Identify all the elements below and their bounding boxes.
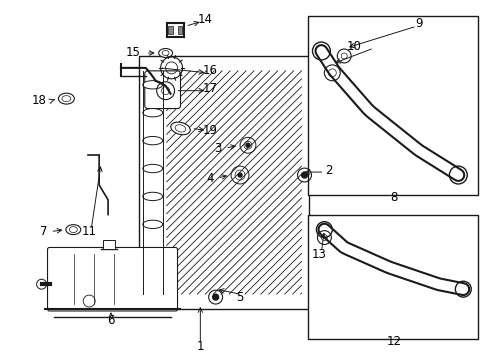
Bar xyxy=(307,16,477,195)
Text: 14: 14 xyxy=(198,13,212,26)
Ellipse shape xyxy=(142,276,163,284)
FancyBboxPatch shape xyxy=(47,247,177,311)
FancyBboxPatch shape xyxy=(144,71,180,109)
Ellipse shape xyxy=(170,122,190,135)
Text: 5: 5 xyxy=(236,291,243,303)
Circle shape xyxy=(212,294,218,300)
Ellipse shape xyxy=(59,93,74,104)
Text: 6: 6 xyxy=(107,314,115,327)
Text: 3: 3 xyxy=(214,142,222,155)
Ellipse shape xyxy=(142,248,163,256)
Bar xyxy=(177,26,182,34)
Ellipse shape xyxy=(162,50,169,55)
Ellipse shape xyxy=(175,125,185,132)
Text: 7: 7 xyxy=(40,225,47,238)
Circle shape xyxy=(301,172,307,178)
Text: 4: 4 xyxy=(206,171,214,185)
Ellipse shape xyxy=(142,165,163,173)
Ellipse shape xyxy=(158,49,172,58)
Text: 18: 18 xyxy=(32,94,47,107)
Ellipse shape xyxy=(69,227,77,233)
Ellipse shape xyxy=(142,192,163,201)
Text: 19: 19 xyxy=(203,124,217,137)
Text: 13: 13 xyxy=(311,248,326,261)
Text: 9: 9 xyxy=(414,17,422,30)
Bar xyxy=(167,26,172,34)
Ellipse shape xyxy=(142,136,163,145)
Ellipse shape xyxy=(142,220,163,229)
Text: 2: 2 xyxy=(325,163,332,176)
Text: 11: 11 xyxy=(81,225,97,238)
Ellipse shape xyxy=(62,96,71,102)
Ellipse shape xyxy=(142,81,163,89)
Circle shape xyxy=(238,173,242,177)
Ellipse shape xyxy=(142,109,163,117)
Text: 15: 15 xyxy=(125,46,140,59)
Circle shape xyxy=(245,143,249,147)
Bar xyxy=(307,215,477,339)
Text: 10: 10 xyxy=(346,40,361,53)
Bar xyxy=(139,56,309,309)
Text: 1: 1 xyxy=(196,340,203,353)
Ellipse shape xyxy=(66,225,81,235)
Text: 16: 16 xyxy=(203,64,217,77)
Text: 8: 8 xyxy=(389,192,397,204)
Text: 17: 17 xyxy=(203,82,217,95)
Text: 12: 12 xyxy=(386,335,401,348)
Bar xyxy=(103,239,115,249)
